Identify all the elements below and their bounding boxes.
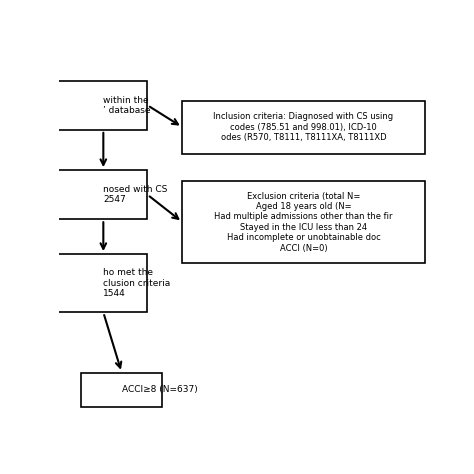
Text: ACCI≥8 (N=637): ACCI≥8 (N=637) [122, 385, 198, 394]
FancyBboxPatch shape [30, 254, 147, 312]
Text: Exclusion criteria (total N=
Aged 18 years old (N=
Had multiple admissions other: Exclusion criteria (total N= Aged 18 yea… [214, 191, 393, 253]
Text: Inclusion criteria: Diagnosed with CS using
codes (785.51 and 998.01), ICD-10
od: Inclusion criteria: Diagnosed with CS us… [213, 112, 393, 142]
Text: nosed with CS
2547: nosed with CS 2547 [103, 185, 168, 204]
FancyBboxPatch shape [182, 181, 425, 263]
FancyBboxPatch shape [30, 170, 147, 219]
FancyBboxPatch shape [82, 373, 162, 407]
FancyBboxPatch shape [30, 81, 147, 130]
Text: ho met the
clusion criteria
1544: ho met the clusion criteria 1544 [103, 268, 171, 298]
FancyBboxPatch shape [182, 100, 425, 154]
Text: within the
’ database: within the ’ database [103, 96, 151, 115]
